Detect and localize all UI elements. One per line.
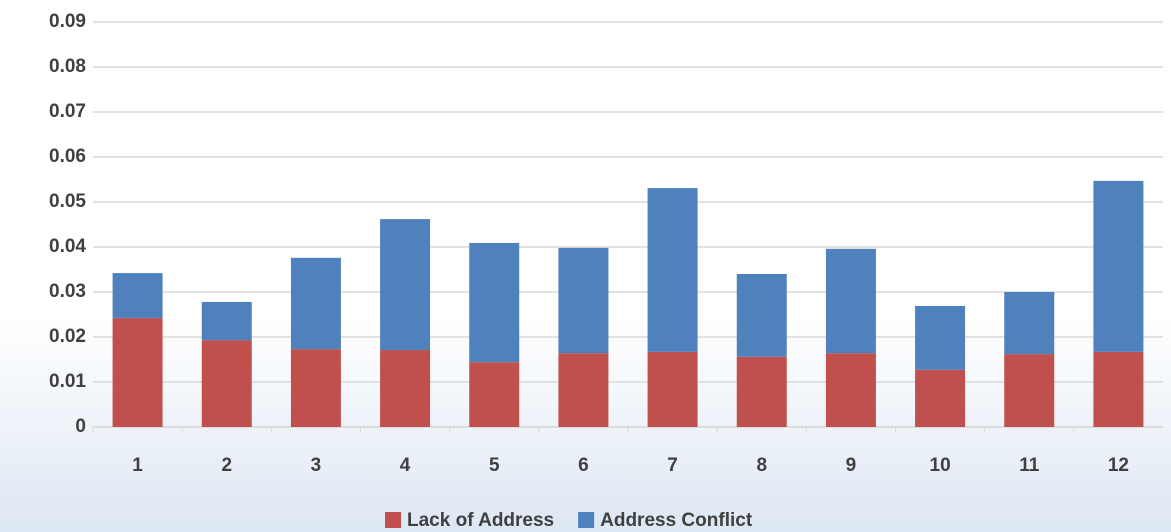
x-tick-label: 2 xyxy=(221,455,232,476)
bar-segment xyxy=(647,351,698,427)
y-tick-label: 0.07 xyxy=(49,101,86,122)
bar-segment xyxy=(469,362,520,427)
y-tick-label: 0 xyxy=(75,416,86,437)
bar-segment xyxy=(112,273,163,319)
bar-segment xyxy=(647,188,698,352)
x-tick-label: 11 xyxy=(1019,455,1040,476)
bar-segment xyxy=(469,242,520,363)
bar-segment xyxy=(290,349,341,427)
bar-segment xyxy=(290,257,341,350)
bar-segment xyxy=(380,350,431,427)
bar-segment xyxy=(558,353,609,427)
y-tick-label: 0.05 xyxy=(49,191,86,212)
y-tick-label: 0.09 xyxy=(49,11,86,32)
x-tick-label: 4 xyxy=(400,455,411,476)
bar-segment xyxy=(201,301,252,341)
x-tick-label: 12 xyxy=(1108,455,1129,476)
x-tick-label: 9 xyxy=(846,455,857,476)
x-tick-label: 3 xyxy=(311,455,322,476)
y-tick-label: 0.01 xyxy=(49,371,86,392)
legend-swatch xyxy=(385,512,401,528)
x-tick-label: 6 xyxy=(578,455,589,476)
bar-segment xyxy=(558,247,609,354)
legend-label: Address Conflict xyxy=(600,510,753,531)
bar-segment xyxy=(1004,292,1055,355)
legend-label: Lack of Address xyxy=(407,510,554,531)
x-tick-label: 1 xyxy=(132,455,143,476)
y-tick-label: 0.03 xyxy=(49,281,86,302)
bar-segment xyxy=(736,274,787,357)
bar-segment xyxy=(1093,351,1144,427)
y-tick-label: 0.06 xyxy=(49,146,86,167)
y-tick-label: 0.02 xyxy=(49,326,86,347)
bar-segment xyxy=(112,318,163,427)
x-tick-label: 10 xyxy=(930,455,951,476)
bar-segment xyxy=(825,353,876,427)
bar-segment xyxy=(825,248,876,354)
bar-segment xyxy=(1004,354,1055,427)
bar-segment xyxy=(915,305,966,370)
bar-segment xyxy=(736,356,787,427)
y-tick-label: 0.08 xyxy=(49,56,86,77)
legend-swatch xyxy=(578,512,595,528)
x-tick-label: 8 xyxy=(756,455,767,476)
bar-segment xyxy=(201,340,252,427)
bar-segment xyxy=(915,369,966,427)
bar-segment xyxy=(1093,180,1144,352)
x-tick-label: 7 xyxy=(667,455,678,476)
bar-segment xyxy=(380,219,431,351)
x-tick-label: 5 xyxy=(489,455,500,476)
y-tick-label: 0.04 xyxy=(49,236,86,257)
